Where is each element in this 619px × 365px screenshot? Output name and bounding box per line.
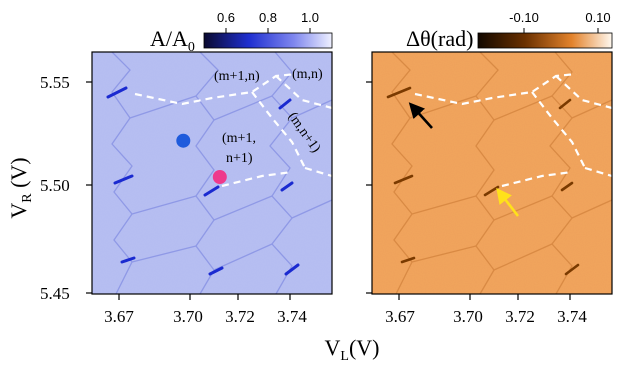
left-y-ticks: 5.55 5.50 5.45 [40, 73, 92, 303]
y-label-main: V [6, 203, 31, 219]
y-label-sub: R [20, 193, 35, 203]
colorbar-tick-label: 0.8 [259, 10, 277, 25]
right-panel-frame [371, 51, 613, 295]
right-x-ticks: 3.67 3.70 3.72 3.74 [385, 294, 587, 326]
y-tick-label: 5.45 [40, 284, 70, 303]
region-label-m1-n1-line1: (m+1, [222, 131, 256, 146]
left-dashed-boundaries [134, 72, 333, 188]
y-axis-label: VR (V) [6, 157, 35, 218]
left-colorbar-gradient [203, 32, 333, 49]
y-label-unit: (V) [6, 157, 31, 193]
left-x-ticks: 3.67 3.70 3.72 3.74 [104, 294, 307, 326]
pink-dot-marker [212, 170, 227, 184]
black-arrow [408, 102, 433, 129]
colorbar-tick-label: 0.6 [217, 10, 235, 25]
yellow-arrow [496, 187, 520, 217]
x-axis-label: VL(V) [325, 335, 380, 364]
x-tick-label: 3.72 [225, 307, 255, 326]
blue-dot-marker [176, 133, 191, 148]
x-tick-label: 3.67 [104, 307, 134, 326]
region-label-m-n: (m,n) [292, 67, 323, 82]
x-tick-label: 3.74 [277, 307, 307, 326]
right-colorbar-label: Δθ(rad) [406, 26, 473, 51]
colorbar-tick-label: 1.0 [301, 10, 319, 25]
left-honeycomb-lines [106, 52, 332, 294]
colorbar-tick-label: 0.10 [585, 10, 610, 25]
right-colorbar: Δθ(rad) -0.10 0.10 [406, 10, 613, 51]
x-tick-label: 3.70 [173, 307, 203, 326]
colorbar-tick-label: -0.10 [509, 10, 539, 25]
svg-text:VR (V): VR (V) [6, 157, 35, 218]
left-panel-frame [91, 51, 333, 295]
region-label-m1-n1-line2: n+1) [226, 151, 253, 166]
x-tick-label: 3.74 [557, 307, 587, 326]
right-y-ticks [366, 81, 372, 294]
right-dashed-boundaries [414, 72, 613, 188]
left-colorbar-label: A/A0 [150, 26, 195, 55]
y-tick-label: 5.55 [40, 73, 70, 92]
left-panel: (m+1,n) (m,n) (m+1, n+1) (m,n+1) [91, 51, 333, 295]
x-tick-label: 3.70 [453, 307, 483, 326]
x-tick-label: 3.72 [505, 307, 535, 326]
x-tick-label: 3.67 [385, 307, 415, 326]
right-colorbar-gradient [477, 32, 613, 49]
right-panel [371, 51, 613, 295]
y-tick-label: 5.50 [40, 176, 70, 195]
left-colorbar: A/A0 0.6 0.8 1.0 [150, 10, 333, 55]
region-label-m1-n: (m+1,n) [214, 69, 260, 84]
